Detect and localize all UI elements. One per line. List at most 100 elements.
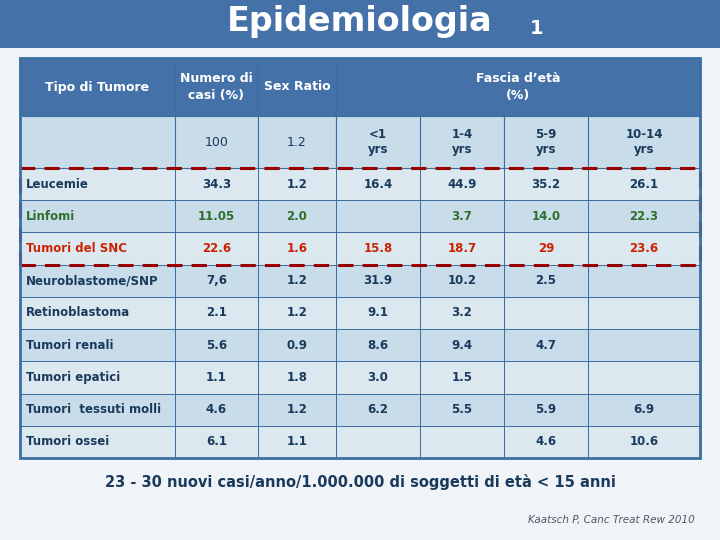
Bar bbox=[420, 200, 504, 232]
Text: 4.6: 4.6 bbox=[536, 435, 557, 448]
Text: 5.6: 5.6 bbox=[206, 339, 227, 352]
Bar bbox=[175, 58, 258, 116]
Bar bbox=[420, 361, 504, 394]
Text: 1.2: 1.2 bbox=[287, 274, 307, 287]
Text: 10-14
yrs: 10-14 yrs bbox=[625, 128, 662, 156]
Bar bbox=[20, 168, 700, 265]
Bar bbox=[588, 168, 700, 200]
Bar bbox=[504, 426, 588, 458]
Text: 5.5: 5.5 bbox=[451, 403, 472, 416]
Bar bbox=[588, 329, 700, 361]
Text: 6.2: 6.2 bbox=[367, 403, 389, 416]
Bar bbox=[504, 168, 588, 200]
Bar bbox=[588, 232, 700, 265]
Text: Tumori  tessuti molli: Tumori tessuti molli bbox=[26, 403, 161, 416]
Bar bbox=[336, 116, 420, 168]
Text: Tumori renali: Tumori renali bbox=[26, 339, 114, 352]
Text: 5.9: 5.9 bbox=[536, 403, 557, 416]
Text: 3.2: 3.2 bbox=[451, 307, 472, 320]
Text: 2.0: 2.0 bbox=[287, 210, 307, 223]
Bar bbox=[258, 297, 336, 329]
Bar bbox=[175, 329, 258, 361]
Text: 18.7: 18.7 bbox=[447, 242, 477, 255]
Text: Retinoblastoma: Retinoblastoma bbox=[26, 307, 130, 320]
Text: Tipo di Tumore: Tipo di Tumore bbox=[45, 80, 150, 93]
Bar bbox=[336, 394, 420, 426]
Bar bbox=[420, 329, 504, 361]
Bar bbox=[175, 232, 258, 265]
Text: 1.5: 1.5 bbox=[451, 371, 472, 384]
Text: 23.6: 23.6 bbox=[629, 242, 659, 255]
Bar bbox=[20, 361, 175, 394]
Text: 1.2: 1.2 bbox=[287, 403, 307, 416]
Bar bbox=[336, 361, 420, 394]
Bar bbox=[258, 361, 336, 394]
Bar bbox=[336, 232, 420, 265]
Bar bbox=[175, 361, 258, 394]
Bar bbox=[258, 232, 336, 265]
Bar bbox=[20, 232, 175, 265]
Bar bbox=[20, 58, 175, 116]
Text: 1.2: 1.2 bbox=[287, 136, 307, 148]
Bar bbox=[420, 426, 504, 458]
Bar bbox=[336, 297, 420, 329]
Text: 0.9: 0.9 bbox=[287, 339, 307, 352]
Bar bbox=[588, 116, 700, 168]
Text: 1.1: 1.1 bbox=[206, 371, 227, 384]
Text: Epidemiologia: Epidemiologia bbox=[228, 5, 492, 38]
Text: 11.05: 11.05 bbox=[198, 210, 235, 223]
Bar bbox=[175, 394, 258, 426]
Bar bbox=[336, 168, 420, 200]
Bar bbox=[258, 265, 336, 297]
Text: Fascia d’età
(%): Fascia d’età (%) bbox=[476, 72, 560, 102]
Bar bbox=[258, 168, 336, 200]
Bar bbox=[420, 265, 504, 297]
Text: 31.9: 31.9 bbox=[364, 274, 392, 287]
Text: Leucemie: Leucemie bbox=[26, 178, 89, 191]
Text: 16.4: 16.4 bbox=[364, 178, 392, 191]
Bar bbox=[258, 116, 336, 168]
Text: Linfomi: Linfomi bbox=[26, 210, 76, 223]
Text: 34.3: 34.3 bbox=[202, 178, 231, 191]
Text: 6.9: 6.9 bbox=[634, 403, 654, 416]
Bar bbox=[504, 394, 588, 426]
Bar bbox=[504, 232, 588, 265]
Bar bbox=[336, 329, 420, 361]
Text: 15.8: 15.8 bbox=[364, 242, 392, 255]
Bar bbox=[175, 297, 258, 329]
Text: 1.2: 1.2 bbox=[287, 307, 307, 320]
Text: 4.7: 4.7 bbox=[536, 339, 557, 352]
Bar bbox=[336, 58, 700, 116]
Text: Tumori del SNC: Tumori del SNC bbox=[26, 242, 127, 255]
Text: 1.8: 1.8 bbox=[287, 371, 307, 384]
Bar bbox=[20, 200, 175, 232]
Bar bbox=[336, 265, 420, 297]
Bar bbox=[504, 200, 588, 232]
Text: 4.6: 4.6 bbox=[206, 403, 227, 416]
Bar bbox=[175, 426, 258, 458]
Bar bbox=[588, 426, 700, 458]
Bar bbox=[20, 329, 175, 361]
Text: Tumori epatici: Tumori epatici bbox=[26, 371, 120, 384]
Text: 7,6: 7,6 bbox=[206, 274, 227, 287]
Bar bbox=[504, 116, 588, 168]
Text: 100: 100 bbox=[204, 136, 228, 148]
Bar bbox=[336, 200, 420, 232]
Text: 35.2: 35.2 bbox=[531, 178, 561, 191]
Bar bbox=[504, 361, 588, 394]
Text: 23 - 30 nuovi casi/anno/1.000.000 di soggetti di età < 15 anni: 23 - 30 nuovi casi/anno/1.000.000 di sog… bbox=[104, 474, 616, 490]
Text: 1.2: 1.2 bbox=[287, 178, 307, 191]
Text: 1.1: 1.1 bbox=[287, 435, 307, 448]
Bar bbox=[258, 329, 336, 361]
Bar bbox=[258, 394, 336, 426]
Bar bbox=[0, 0, 720, 48]
Text: Sex Ratio: Sex Ratio bbox=[264, 80, 330, 93]
Text: Tumori ossei: Tumori ossei bbox=[26, 435, 109, 448]
Bar bbox=[588, 200, 700, 232]
Text: 10.2: 10.2 bbox=[448, 274, 477, 287]
Bar bbox=[20, 394, 175, 426]
Bar bbox=[504, 329, 588, 361]
Text: 1-4
yrs: 1-4 yrs bbox=[451, 128, 472, 156]
Text: 3.7: 3.7 bbox=[451, 210, 472, 223]
Bar bbox=[420, 297, 504, 329]
